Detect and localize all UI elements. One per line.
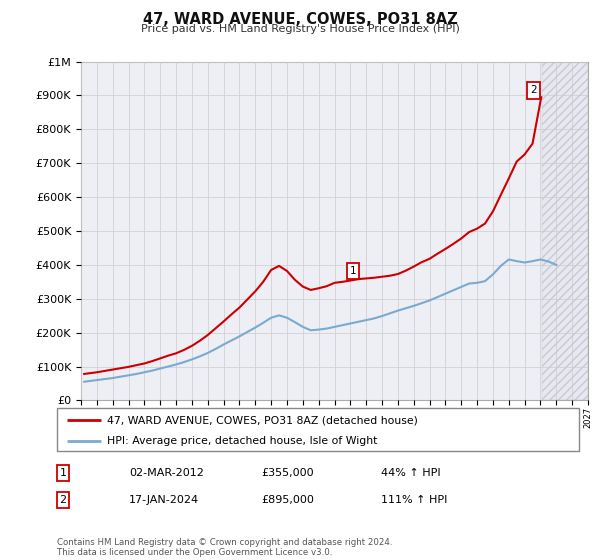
Text: 1: 1 (59, 468, 67, 478)
Text: 47, WARD AVENUE, COWES, PO31 8AZ (detached house): 47, WARD AVENUE, COWES, PO31 8AZ (detach… (107, 415, 418, 425)
Text: 111% ↑ HPI: 111% ↑ HPI (381, 495, 448, 505)
Text: 17-JAN-2024: 17-JAN-2024 (129, 495, 199, 505)
Text: Price paid vs. HM Land Registry's House Price Index (HPI): Price paid vs. HM Land Registry's House … (140, 24, 460, 34)
Text: £895,000: £895,000 (261, 495, 314, 505)
Text: 47, WARD AVENUE, COWES, PO31 8AZ: 47, WARD AVENUE, COWES, PO31 8AZ (143, 12, 457, 27)
Text: 1: 1 (350, 265, 356, 276)
FancyBboxPatch shape (57, 408, 579, 451)
Text: HPI: Average price, detached house, Isle of Wight: HPI: Average price, detached house, Isle… (107, 436, 377, 446)
Text: 2: 2 (530, 85, 536, 95)
Text: £355,000: £355,000 (261, 468, 314, 478)
Text: Contains HM Land Registry data © Crown copyright and database right 2024.
This d: Contains HM Land Registry data © Crown c… (57, 538, 392, 557)
Text: 44% ↑ HPI: 44% ↑ HPI (381, 468, 440, 478)
Text: 2: 2 (59, 495, 67, 505)
Bar (542, 62, 588, 400)
Bar (542, 62, 588, 400)
Text: 02-MAR-2012: 02-MAR-2012 (129, 468, 204, 478)
